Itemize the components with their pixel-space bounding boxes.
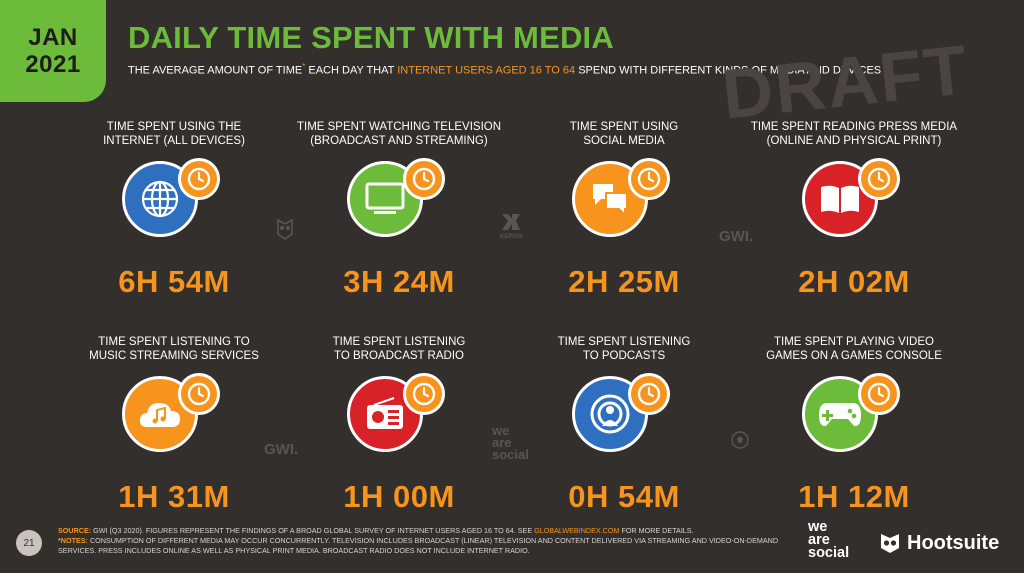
subtitle-asterisk: * bbox=[302, 62, 306, 71]
card-label: TIME SPENT LISTENING TO PODCASTS bbox=[557, 336, 691, 362]
clock-icon bbox=[858, 373, 900, 415]
gwi-watermark: GWI. bbox=[719, 228, 754, 245]
subtitle-highlight: INTERNET USERS AGED 16 TO 64 bbox=[397, 64, 576, 77]
card-label: TIME SPENT LISTENING TO BROADCAST RADIO bbox=[332, 336, 466, 362]
we-are-social-logo: we are social bbox=[808, 519, 850, 561]
card-value: 2H 02M bbox=[798, 264, 910, 299]
subtitle-post: SPEND WITH DIFFERENT KINDS OF MEDIA AND … bbox=[575, 64, 882, 77]
we-are-social-watermark: we are social bbox=[492, 423, 529, 462]
card-press-media: TIME SPENT READING PRESS MEDIA (ONLINE AN… bbox=[734, 120, 974, 300]
card-value: 0H 54M bbox=[568, 479, 680, 514]
clock-icon bbox=[178, 373, 220, 415]
clock-icon bbox=[858, 158, 900, 200]
card-label: TIME SPENT USING SOCIAL MEDIA bbox=[569, 121, 679, 147]
kepios-logo-icon bbox=[502, 214, 521, 230]
date-month: JAN bbox=[28, 24, 78, 51]
card-television: TIME SPENT WATCHING TELEVISION (BROADCAST… bbox=[279, 120, 519, 300]
kepios-watermark: KEPIOS bbox=[500, 212, 523, 240]
date-badge: JAN 2021 bbox=[0, 0, 106, 102]
clock-icon bbox=[178, 158, 220, 200]
footer-notes: SOURCE: GWI (Q3 2020). FIGURES REPRESENT… bbox=[58, 526, 779, 555]
clock-icon bbox=[628, 373, 670, 415]
card-label: TIME SPENT USING THE INTERNET (ALL DEVICE… bbox=[103, 121, 245, 147]
card-music-streaming: TIME SPENT LISTENING TO MUSIC STREAMING S… bbox=[54, 335, 294, 515]
page-subtitle: THE AVERAGE AMOUNT OF TIME* EACH DAY THA… bbox=[128, 62, 881, 77]
owl-icon bbox=[881, 534, 899, 553]
card-value: 1H 12M bbox=[798, 479, 910, 514]
clock-icon bbox=[403, 158, 445, 200]
date-year: 2021 bbox=[25, 51, 81, 78]
card-value: 3H 24M bbox=[343, 264, 455, 299]
card-value: 1H 00M bbox=[343, 479, 455, 514]
card-label: TIME SPENT READING PRESS MEDIA (ONLINE AN… bbox=[750, 121, 958, 147]
card-label: TIME SPENT WATCHING TELEVISION (BROADCAST… bbox=[296, 121, 502, 147]
card-label: TIME SPENT PLAYING VIDEO GAMES ON A GAMES… bbox=[766, 336, 942, 362]
card-value: 2H 25M bbox=[568, 264, 680, 299]
card-label: TIME SPENT LISTENING TO MUSIC STREAMING S… bbox=[89, 336, 259, 362]
page-number: 21 bbox=[16, 530, 42, 556]
clock-icon bbox=[628, 158, 670, 200]
card-podcasts: TIME SPENT LISTENING TO PODCASTS 0H 54M bbox=[504, 335, 744, 515]
subtitle-pre: THE AVERAGE AMOUNT OF TIME bbox=[128, 64, 303, 77]
owl-watermark-icon bbox=[276, 218, 294, 245]
music-cloud-icon bbox=[122, 376, 198, 452]
card-video-games: TIME SPENT PLAYING VIDEO GAMES ON A GAMES… bbox=[734, 335, 974, 515]
card-broadcast-radio: TIME SPENT LISTENING TO BROADCAST RADIO 1… bbox=[279, 335, 519, 515]
subtitle-mid: EACH DAY THAT bbox=[305, 64, 398, 77]
clock-icon bbox=[403, 373, 445, 415]
card-value: 6H 54M bbox=[118, 264, 230, 299]
source-link[interactable]: GLOBALWEBINDEX.COM bbox=[534, 526, 620, 535]
page-title: DAILY TIME SPENT WITH MEDIA bbox=[128, 20, 614, 55]
draft-watermark: DRAFT bbox=[718, 30, 973, 134]
hootsuite-logo: Hootsuite bbox=[878, 531, 999, 555]
gwi-watermark: GWI. bbox=[264, 441, 299, 458]
card-internet: TIME SPENT USING THE INTERNET (ALL DEVICE… bbox=[54, 120, 294, 300]
card-value: 1H 31M bbox=[118, 479, 230, 514]
lightbulb-watermark-icon bbox=[730, 430, 750, 455]
gamepad-icon bbox=[802, 376, 878, 452]
card-social-media: TIME SPENT USING SOCIAL MEDIA 2H 25M bbox=[504, 120, 744, 300]
